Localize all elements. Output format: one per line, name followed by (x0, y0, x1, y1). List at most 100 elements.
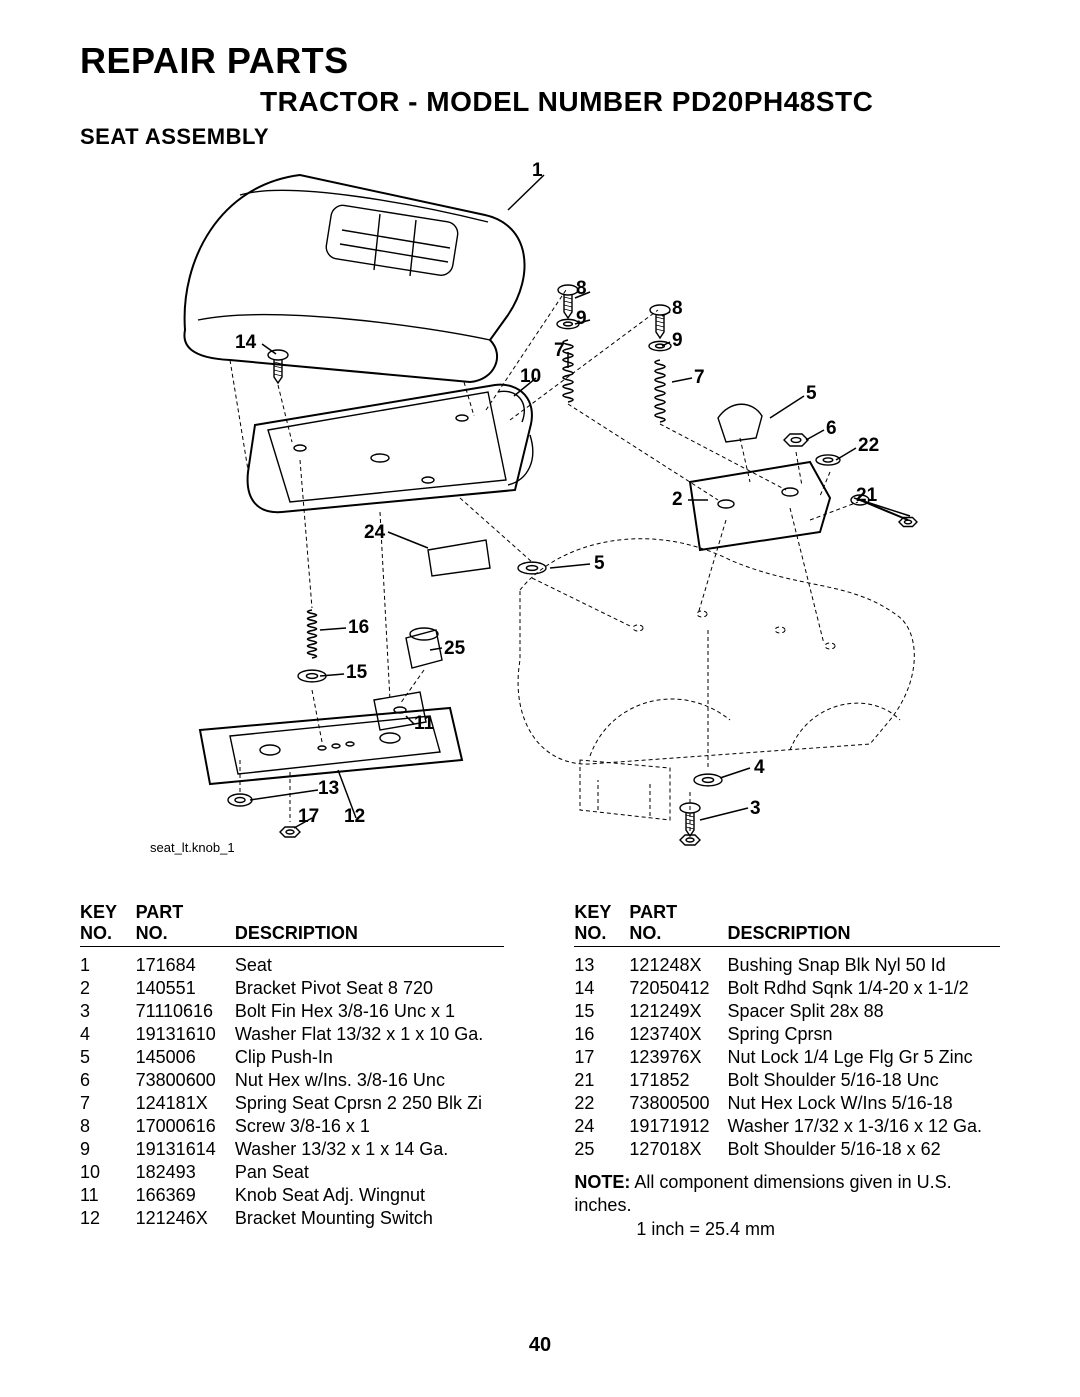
callout-label: 8 (576, 278, 587, 300)
callout-label: 4 (754, 757, 765, 779)
cell-desc: Knob Seat Adj. Wingnut (235, 1184, 505, 1207)
cell-desc: Nut Hex Lock W/Ins 5/16-18 (728, 1092, 1000, 1115)
table-row: 1472050412Bolt Rdhd Sqnk 1/4-20 x 1-1/2 (574, 977, 1000, 1000)
cell-desc: Bushing Snap Blk Nyl 50 Id (728, 947, 1000, 978)
cell-key: 12 (80, 1207, 136, 1230)
cell-part: 166369 (136, 1184, 235, 1207)
cell-part: 19131610 (136, 1023, 235, 1046)
cell-key: 8 (80, 1115, 136, 1138)
exploded-diagram: 1898149771056222212451625151141331712 se… (90, 160, 990, 890)
cell-part: 121249X (629, 1000, 727, 1023)
cell-desc: Nut Hex w/Ins. 3/8-16 Unc (235, 1069, 505, 1092)
table-row: 5145006Clip Push-In (80, 1046, 504, 1069)
cell-desc: Spring Seat Cprsn 2 250 Blk Zi (235, 1092, 505, 1115)
callout-label: 24 (364, 522, 385, 544)
callout-label: 2 (672, 489, 683, 511)
cell-part: 140551 (136, 977, 235, 1000)
cell-part: 19171912 (629, 1115, 727, 1138)
parts-table-right: KEYNO. PARTNO. DESCRIPTION 13121248XBush… (574, 900, 1000, 1161)
cell-part: 145006 (136, 1046, 235, 1069)
table-row: 817000616Screw 3/8-16 x 1 (80, 1115, 504, 1138)
callout-label: 7 (554, 340, 565, 362)
cell-key: 9 (80, 1138, 136, 1161)
callout-label: 21 (856, 485, 877, 507)
page-main-title: REPAIR PARTS (80, 40, 1000, 82)
cell-key: 6 (80, 1069, 136, 1092)
callout-label: 5 (806, 383, 817, 405)
cell-key: 1 (80, 947, 136, 978)
callout-label: 1 (532, 160, 543, 182)
cell-desc: Seat (235, 947, 505, 978)
cell-part: 19131614 (136, 1138, 235, 1161)
callout-label: 6 (826, 418, 837, 440)
callout-label: 8 (672, 298, 683, 320)
col-part-header: PARTNO. (629, 900, 727, 947)
col-desc-header: DESCRIPTION (728, 900, 1000, 947)
cell-desc: Spring Cprsn (728, 1023, 1000, 1046)
model-number-title: TRACTOR - MODEL NUMBER PD20PH48STC (260, 86, 1000, 118)
callout-label: 7 (694, 367, 705, 389)
cell-desc: Bolt Shoulder 5/16-18 Unc (728, 1069, 1000, 1092)
table-row: 17123976XNut Lock 1/4 Lge Flg Gr 5 Zinc (574, 1046, 1000, 1069)
table-row: 1171684Seat (80, 947, 504, 978)
cell-desc: Bolt Fin Hex 3/8-16 Unc x 1 (235, 1000, 505, 1023)
cell-part: 182493 (136, 1161, 235, 1184)
table-row: 371110616Bolt Fin Hex 3/8-16 Unc x 1 (80, 1000, 504, 1023)
table-row: 15121249XSpacer Split 28x 88 (574, 1000, 1000, 1023)
callout-label: 14 (235, 332, 256, 354)
cell-key: 5 (80, 1046, 136, 1069)
callout-label: 13 (318, 778, 339, 800)
table-row: 21171852Bolt Shoulder 5/16-18 Unc (574, 1069, 1000, 1092)
table-row: 25127018XBolt Shoulder 5/16-18 x 62 (574, 1138, 1000, 1161)
cell-desc: Clip Push-In (235, 1046, 505, 1069)
callout-label: 25 (444, 638, 465, 660)
table-row: 16123740XSpring Cprsn (574, 1023, 1000, 1046)
cell-desc: Screw 3/8-16 x 1 (235, 1115, 505, 1138)
cell-part: 17000616 (136, 1115, 235, 1138)
cell-part: 127018X (629, 1138, 727, 1161)
cell-desc: Bolt Shoulder 5/16-18 x 62 (728, 1138, 1000, 1161)
table-row: 673800600Nut Hex w/Ins. 3/8-16 Unc (80, 1069, 504, 1092)
cell-desc: Spacer Split 28x 88 (728, 1000, 1000, 1023)
cell-desc: Bracket Mounting Switch (235, 1207, 505, 1230)
table-row: 2273800500Nut Hex Lock W/Ins 5/16-18 (574, 1092, 1000, 1115)
cell-part: 121248X (629, 947, 727, 978)
callout-label: 9 (672, 330, 683, 352)
cell-key: 21 (574, 1069, 629, 1092)
col-desc-header: DESCRIPTION (235, 900, 505, 947)
page-number: 40 (0, 1334, 1080, 1357)
table-row: 13121248XBushing Snap Blk Nyl 50 Id (574, 947, 1000, 978)
table-row: 2140551Bracket Pivot Seat 8 720 (80, 977, 504, 1000)
callout-label: 15 (346, 662, 367, 684)
col-key-header: KEYNO. (574, 900, 629, 947)
cell-key: 3 (80, 1000, 136, 1023)
callout-label: 17 (298, 806, 319, 828)
callout-label: 3 (750, 798, 761, 820)
cell-desc: Bracket Pivot Seat 8 720 (235, 977, 505, 1000)
cell-key: 15 (574, 1000, 629, 1023)
callout-label: 9 (576, 308, 587, 330)
callout-label: 5 (594, 553, 605, 575)
callout-label: 10 (520, 366, 541, 388)
col-key-header: KEYNO. (80, 900, 136, 947)
table-row: 10182493Pan Seat (80, 1161, 504, 1184)
cell-part: 171684 (136, 947, 235, 978)
table-row: 12121246XBracket Mounting Switch (80, 1207, 504, 1230)
cell-key: 11 (80, 1184, 136, 1207)
cell-key: 2 (80, 977, 136, 1000)
parts-table-left: KEYNO. PARTNO. DESCRIPTION 1171684Seat21… (80, 900, 504, 1230)
section-title: SEAT ASSEMBLY (80, 124, 1000, 150)
parts-tables: KEYNO. PARTNO. DESCRIPTION 1171684Seat21… (80, 900, 1000, 1241)
table-row: 2419171912Washer 17/32 x 1-3/16 x 12 Ga. (574, 1115, 1000, 1138)
cell-part: 71110616 (136, 1000, 235, 1023)
cell-key: 24 (574, 1115, 629, 1138)
cell-part: 171852 (629, 1069, 727, 1092)
cell-part: 123740X (629, 1023, 727, 1046)
cell-key: 7 (80, 1092, 136, 1115)
table-row: 7124181XSpring Seat Cprsn 2 250 Blk Zi (80, 1092, 504, 1115)
cell-desc: Washer 13/32 x 1 x 14 Ga. (235, 1138, 505, 1161)
callout-label: 16 (348, 617, 369, 639)
cell-key: 25 (574, 1138, 629, 1161)
cell-key: 4 (80, 1023, 136, 1046)
cell-part: 73800500 (629, 1092, 727, 1115)
